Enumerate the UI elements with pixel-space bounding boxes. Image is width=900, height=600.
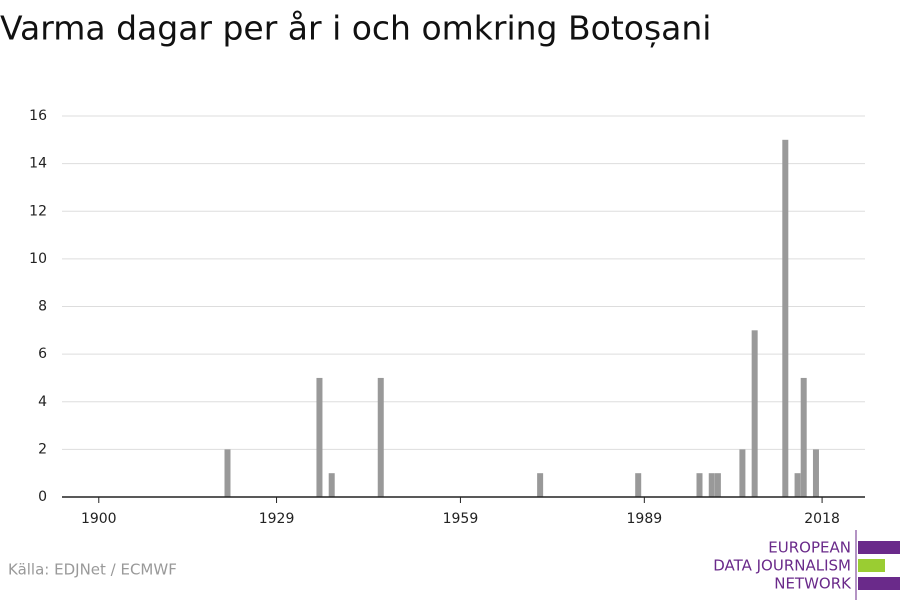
x-tick-label: 1989 — [627, 511, 663, 527]
bar — [224, 449, 231, 497]
logo-text: DATA JOURNALISM — [713, 557, 851, 575]
bar — [812, 449, 819, 497]
y-tick-label: 14 — [29, 156, 47, 172]
bar — [794, 473, 801, 497]
bar — [739, 449, 746, 497]
y-tick-label: 2 — [38, 441, 47, 457]
y-tick-label: 12 — [29, 203, 47, 219]
logo-bar — [858, 577, 900, 590]
x-tick-label: 1929 — [259, 511, 295, 527]
x-tick-label: 2018 — [804, 511, 840, 527]
source: Källa: EDJNet / ECMWF — [8, 561, 177, 579]
bar — [328, 473, 335, 497]
y-tick-label: 8 — [38, 299, 47, 315]
bar — [751, 330, 758, 497]
y-tick-label: 0 — [38, 489, 47, 505]
x-tick-label: 1959 — [443, 511, 479, 527]
x-tick-label: 1900 — [81, 511, 117, 527]
bar — [696, 473, 703, 497]
logo-text: EUROPEAN — [768, 539, 851, 557]
bar — [782, 139, 789, 497]
y-tick-label: 10 — [29, 251, 47, 267]
logo-bar — [858, 559, 885, 572]
bar — [316, 377, 323, 497]
y-tick-label: 16 — [29, 108, 47, 124]
bar — [714, 473, 721, 497]
chart-title: Varma dagar per år i och omkring Botoșan… — [0, 9, 711, 48]
bar — [635, 473, 642, 497]
logo-bar — [858, 541, 900, 554]
y-tick-label: 6 — [38, 346, 47, 362]
bar — [800, 377, 807, 497]
bar — [708, 473, 715, 497]
logo-text: NETWORK — [774, 575, 852, 593]
y-tick-label: 4 — [38, 394, 47, 410]
bar — [537, 473, 544, 497]
bar — [377, 377, 384, 497]
